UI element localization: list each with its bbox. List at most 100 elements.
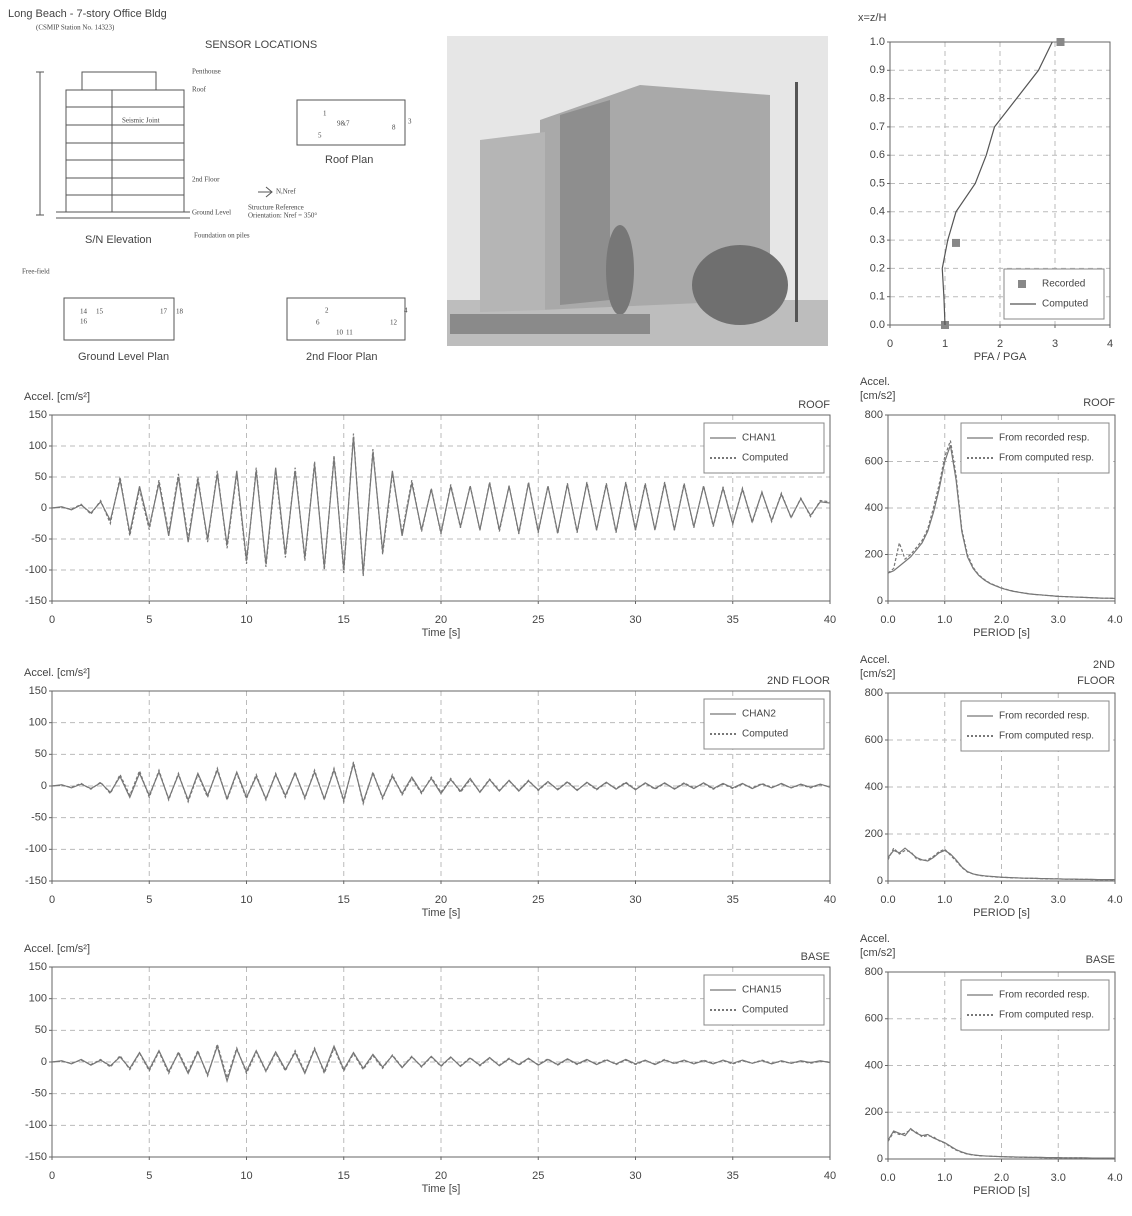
y-tick-label: 800 xyxy=(865,966,883,978)
sensor: 16 xyxy=(80,318,88,326)
series-line xyxy=(887,847,1116,881)
x-tick-label: 10 xyxy=(240,614,252,626)
x-tick-label: 0 xyxy=(49,614,55,626)
chart-title: 2ND xyxy=(1093,659,1115,671)
y-tick-label: 100 xyxy=(29,717,47,729)
sensor: 4 xyxy=(404,307,408,315)
y-tick-label: 0.5 xyxy=(870,177,885,189)
legend-box xyxy=(703,422,825,474)
x-tick-label: 4.0 xyxy=(1107,894,1122,906)
plot-frame xyxy=(887,414,1116,602)
y-tick-label: 0 xyxy=(41,780,47,792)
x-axis-label: PERIOD [s] xyxy=(973,1185,1030,1197)
chart-title: BASE xyxy=(801,951,830,963)
series-line xyxy=(51,1042,831,1080)
plot-frame xyxy=(887,692,1116,882)
photo-tower xyxy=(560,100,610,305)
y-tick-label: 0.6 xyxy=(870,149,885,161)
x-tick-label: 20 xyxy=(435,614,447,626)
x-axis-label: Time [s] xyxy=(422,907,461,919)
x-tick-label: 0.0 xyxy=(880,614,895,626)
reference: N,Nref xyxy=(276,188,296,196)
y-tick-label: 600 xyxy=(865,1013,883,1025)
x-tick-label: 0 xyxy=(887,338,893,350)
y-tick-label: 150 xyxy=(29,961,47,973)
y-tick-label: 400 xyxy=(865,502,883,514)
legend-box xyxy=(960,979,1110,1031)
legend-box xyxy=(960,700,1110,752)
level-label: Roof xyxy=(192,86,207,94)
sensor: 11 xyxy=(346,329,353,337)
chart: 0.0 0.1 0.2 0.3 0.4 0.5 0.6 0.7 0.8 0.9 1.0 0 1 2 3 4 Re… xyxy=(858,12,1113,363)
x-tick-label: 15 xyxy=(338,614,350,626)
y-tick-label: 800 xyxy=(865,687,883,699)
y-tick-label: 400 xyxy=(865,1059,883,1071)
y-tick-label: -150 xyxy=(25,595,47,607)
y-axis-label: Accel. [cm/s²] xyxy=(24,667,90,679)
x-tick-label: 40 xyxy=(824,894,836,906)
x-tick-label: 15 xyxy=(338,1170,350,1182)
y-axis-label: [cm/s2] xyxy=(860,390,895,402)
y-tick-label: -50 xyxy=(31,812,47,824)
penthouse xyxy=(81,71,157,91)
chart: 0 200 400 600 800 0.0 1.0 2.0 3.0 4.0 From recorde… xyxy=(860,933,1123,1197)
view-label: S/N Elevation xyxy=(85,234,152,246)
x-tick-label: 2.0 xyxy=(994,1172,1009,1184)
series-line xyxy=(887,440,1116,600)
x-tick-label: 1.0 xyxy=(937,614,952,626)
legend-box xyxy=(703,698,825,750)
y-tick-label: 0.2 xyxy=(870,262,885,274)
building-elevation xyxy=(65,89,185,213)
x-axis-label: PFA / PGA xyxy=(974,351,1027,363)
x-tick-label: 3.0 xyxy=(1051,614,1066,626)
x-tick-label: 3 xyxy=(1052,338,1058,350)
reference: Orientation: Nref = 350° xyxy=(248,212,317,220)
x-tick-label: 25 xyxy=(532,614,544,626)
x-tick-label: 0 xyxy=(49,1170,55,1182)
y-tick-label: 100 xyxy=(29,993,47,1005)
sensor: 3 xyxy=(408,118,412,126)
y-tick-label: 400 xyxy=(865,781,883,793)
sensor: 2 xyxy=(325,307,329,315)
x-axis-label: Time [s] xyxy=(422,627,461,639)
x-tick-label: 0 xyxy=(49,894,55,906)
legend-label: From recorded resp. xyxy=(999,990,1090,1001)
y-tick-label: -50 xyxy=(31,1088,47,1100)
level-label: Penthouse xyxy=(192,68,221,76)
legend-label: Computed xyxy=(742,729,788,740)
x-tick-label: 10 xyxy=(240,894,252,906)
legend-box xyxy=(703,974,825,1026)
x-tick-label: 1.0 xyxy=(937,1172,952,1184)
legend-label: Recorded xyxy=(1042,279,1085,290)
x-tick-label: 2 xyxy=(997,338,1003,350)
legend-label: Computed xyxy=(742,453,788,464)
plot-frame xyxy=(889,41,1111,326)
north-arrow xyxy=(258,186,273,198)
floor-lines xyxy=(66,90,184,212)
y-axis-label: Accel. [cm/s²] xyxy=(24,391,90,403)
y-tick-label: 0.0 xyxy=(870,319,885,331)
x-tick-label: 20 xyxy=(435,1170,447,1182)
photo-pole xyxy=(795,82,798,322)
y-tick-label: 0 xyxy=(41,502,47,514)
y-tick-label: 800 xyxy=(865,409,883,421)
chart: 0 200 400 600 800 0.0 1.0 2.0 3.0 4.0 From recorde… xyxy=(860,376,1123,639)
y-tick-label: 100 xyxy=(29,440,47,452)
ground-plan xyxy=(63,297,175,341)
y-tick-label: 50 xyxy=(35,1024,47,1036)
y-tick-label: 0.9 xyxy=(870,64,885,76)
y-tick-label: -100 xyxy=(25,1119,47,1131)
chart-title: BASE xyxy=(1086,954,1115,966)
legend-label: Computed xyxy=(1042,299,1088,310)
view-label: Ground Level Plan xyxy=(78,351,169,363)
y-tick-label: -100 xyxy=(25,564,47,576)
sensor: 8 xyxy=(392,124,396,132)
y-tick-label: 0.4 xyxy=(870,206,885,218)
y-tick-label: 0 xyxy=(877,875,883,887)
reference: Structure Reference xyxy=(248,204,304,212)
x-tick-label: 5 xyxy=(146,894,152,906)
diagram-title: Long Beach - 7-story Office Bldg xyxy=(8,8,167,20)
roof-plan xyxy=(296,99,406,146)
y-tick-label: 50 xyxy=(35,748,47,760)
